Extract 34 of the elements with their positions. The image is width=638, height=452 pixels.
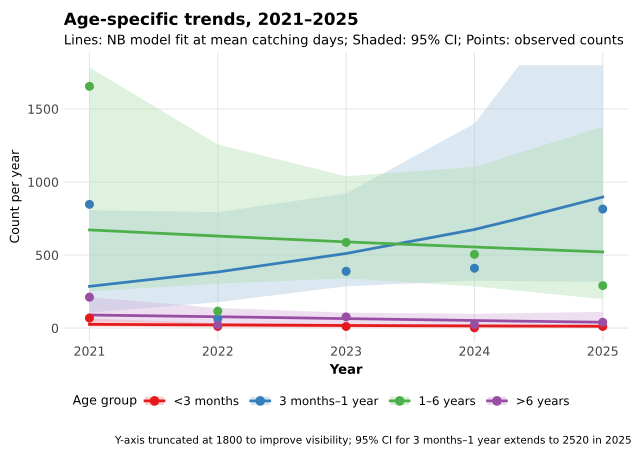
- x-tick-label: 2024: [459, 346, 490, 356]
- y-tick-label: 500: [36, 250, 58, 260]
- x-tick-label: 2025: [588, 346, 618, 356]
- point: [598, 204, 608, 214]
- point: [598, 318, 608, 327]
- chart-subtitle: Lines: NB model fit at mean catching days; Shaded: 95% CI; Points: observed counts: [65, 34, 624, 48]
- point: [84, 82, 94, 91]
- text: Y-axis truncated at 1800 to improve visibility; 95% CI for 3 months–1 year extends to 2520 in 2025: [115, 436, 631, 446]
- chart-title: Age-specific trends, 2021–2025: [64, 12, 358, 28]
- point: [213, 306, 222, 316]
- point: [470, 264, 479, 273]
- point: [342, 238, 351, 247]
- point: [342, 312, 351, 322]
- y-tick-label: 1000: [28, 177, 58, 187]
- point: [342, 266, 351, 276]
- point: [84, 200, 94, 209]
- legend-label: >6 years: [517, 396, 569, 408]
- legend-label: <3 months: [174, 396, 238, 406]
- y-tick-label: 0: [52, 324, 58, 334]
- point: [598, 281, 608, 290]
- legend-title: Age group: [72, 395, 136, 408]
- x-tick-label: 2022: [202, 346, 232, 356]
- y-axis-title: Count per year: [10, 150, 22, 243]
- point: [84, 292, 94, 302]
- x-tick-label: 2023: [331, 346, 362, 356]
- line-series: [88, 196, 604, 288]
- point: [84, 314, 94, 323]
- x-tick-label: 2021: [74, 346, 104, 356]
- legend-label: 3 months–1 year: [280, 396, 378, 408]
- x-axis-title: Year: [330, 364, 362, 374]
- legend-label: 1–6 years: [420, 396, 476, 408]
- y-tick-label: 1500: [28, 104, 58, 114]
- point: [470, 250, 479, 259]
- point: [342, 322, 351, 332]
